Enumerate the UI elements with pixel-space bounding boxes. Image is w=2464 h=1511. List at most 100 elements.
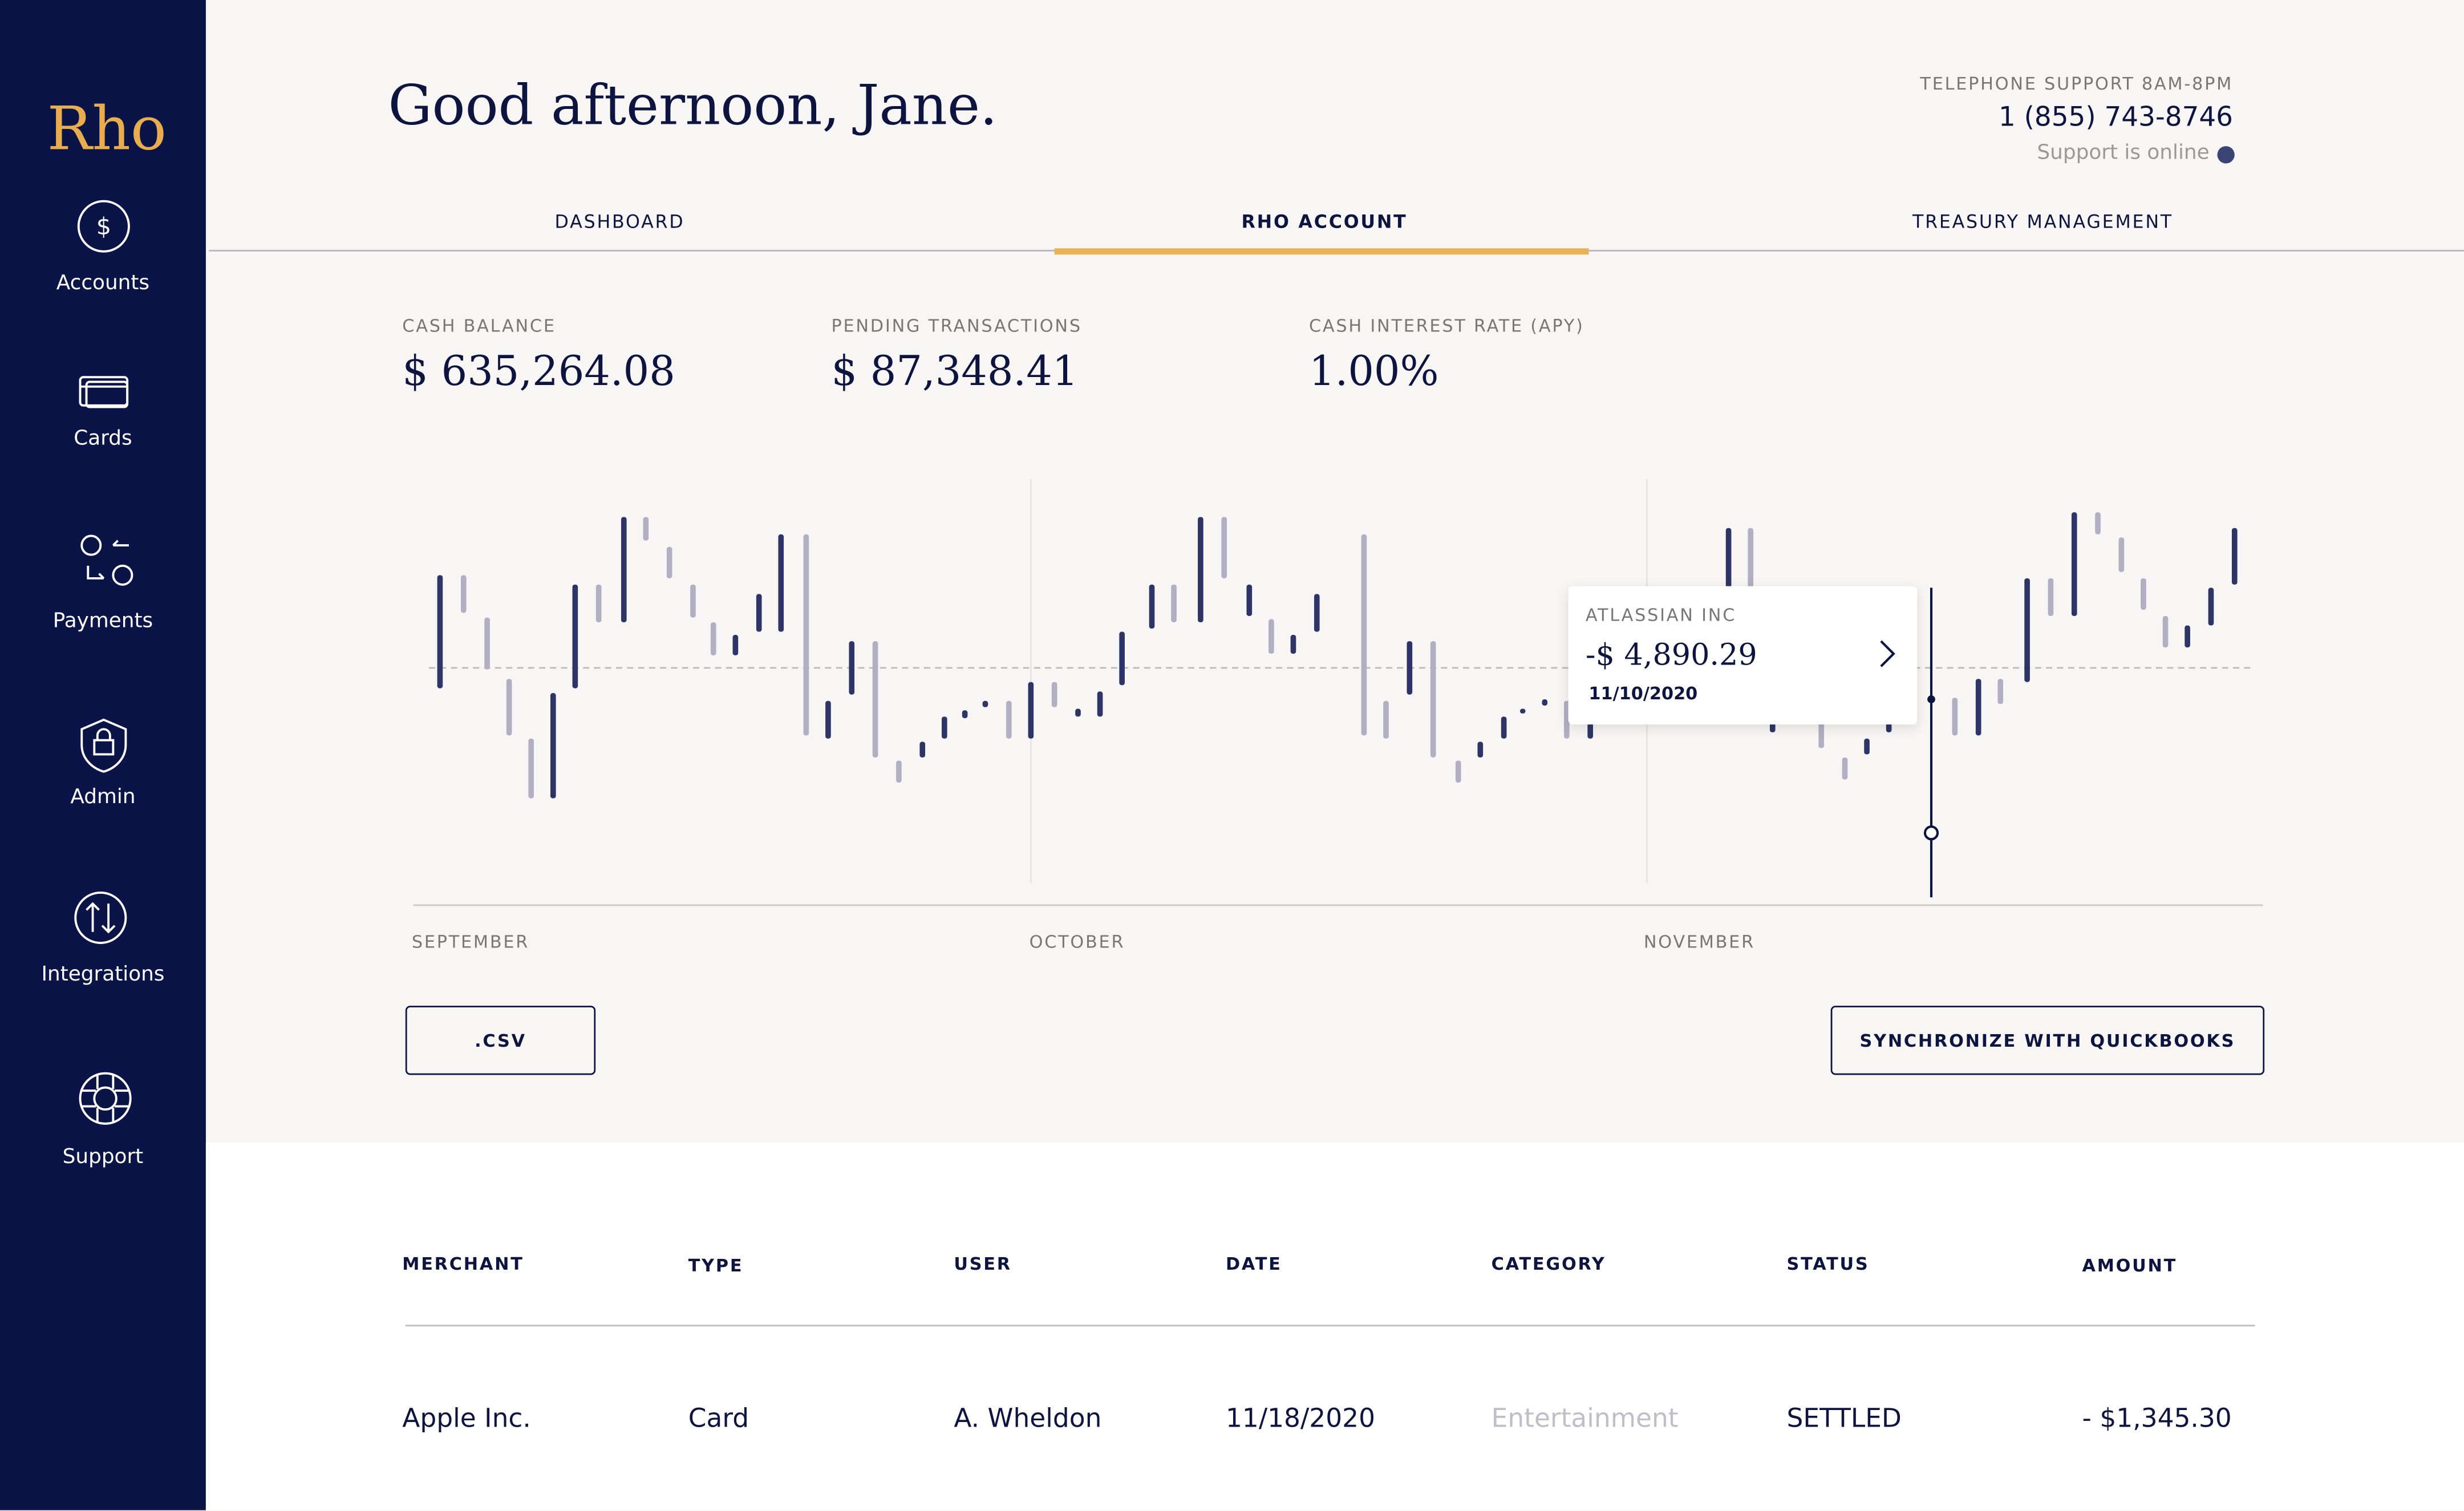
activity-bar (1028, 682, 1034, 739)
activity-bar (1149, 584, 1155, 629)
activity-bar (1842, 757, 1848, 780)
activity-bar (484, 617, 490, 670)
cursor-line (1923, 588, 1939, 898)
activity-bar (778, 534, 784, 632)
greeting: Good afternoon, Jane. (388, 75, 998, 139)
table-header: TYPE (688, 1255, 744, 1277)
tab-indicator (1054, 248, 1589, 255)
activity-bar (1748, 528, 1754, 588)
activity-bar (2118, 537, 2125, 572)
activity-bar (1818, 723, 1824, 748)
activity-bar (1246, 584, 1253, 616)
activity-bar (2231, 528, 2238, 585)
stat-value: $ 635,264.08 (402, 349, 675, 396)
activity-bar (1097, 691, 1103, 717)
chevron (1880, 640, 1895, 667)
activity-bar (1455, 760, 1461, 783)
nav-cards[interactable]: Cards (74, 427, 132, 451)
activity-bar (941, 716, 947, 739)
month-label: SEPTEMBER (411, 931, 530, 953)
activity-bar (1519, 708, 1526, 714)
support-status: Support is online (2037, 141, 2210, 165)
activity-bar (1171, 584, 1177, 623)
activity-bar (528, 738, 534, 799)
nav-admin[interactable]: Admin (70, 785, 136, 809)
tab[interactable]: DASHBOARD (554, 210, 685, 233)
table-header: DATE (1225, 1254, 1282, 1275)
activity-bar (803, 534, 809, 736)
activity-bar (872, 641, 878, 757)
activity-bar (1975, 679, 1981, 736)
activity-bar (825, 700, 831, 739)
tab[interactable]: TREASURY MANAGEMENT (1912, 210, 2173, 233)
nav-payments[interactable]: Payments (52, 609, 153, 634)
tooltip-amount: -$ 4,890.29 (1585, 638, 1757, 673)
month-label: NOVEMBER (1643, 931, 1755, 953)
activity-bar (849, 641, 855, 695)
nav-accounts[interactable]: Accounts (56, 272, 150, 295)
support-label: TELEPHONE SUPPORT 8AM-8PM (1920, 74, 2233, 95)
activity-bar (896, 760, 902, 783)
svg-text:$: $ (96, 213, 111, 240)
cell: SETTLED (1786, 1403, 1902, 1433)
sidebar: Rho $ Accounts Cards Payments Admin Inte… (0, 0, 206, 1510)
activity-bar (621, 517, 627, 623)
activity-bar (1864, 738, 1870, 755)
table-header: MERCHANT (402, 1254, 524, 1275)
tooltip[interactable]: ATLASSIAN INC -$ 4,890.29 11/10/2020 (1568, 586, 1918, 725)
stat-value: $ 87,348.41 (831, 349, 1079, 396)
stat-value: 1.00% (1308, 349, 1439, 396)
tab-active[interactable]: RHO ACCOUNT (1241, 210, 1408, 233)
activity-bar (1075, 708, 1081, 717)
activity-bar (643, 517, 649, 541)
activity-bar (1725, 528, 1732, 588)
nav-icons: $ (74, 200, 133, 1125)
header-rule (405, 1324, 2255, 1327)
activity-bar (460, 575, 467, 613)
activity-bar (666, 546, 672, 578)
tooltip-date: 11/10/2020 (1588, 683, 1698, 704)
stat-label: CASH BALANCE (402, 315, 556, 337)
table-header: USER (954, 1254, 1012, 1275)
activity-bar (437, 575, 443, 688)
cell: Entertainment (1491, 1403, 1679, 1433)
activity-bar (1198, 517, 1203, 623)
stat-label: PENDING TRANSACTIONS (831, 315, 1082, 337)
activity-bar (710, 622, 716, 655)
activity-bar (1006, 700, 1012, 739)
activity-bar (2071, 512, 2077, 616)
cell: Card (688, 1403, 749, 1433)
activity-bar (1542, 699, 1548, 706)
activity-bar (2024, 578, 2030, 682)
activity-bar (2208, 588, 2214, 626)
activity-bar (1997, 679, 2004, 704)
activity-bar (2048, 578, 2054, 616)
table-header: AMOUNT (2082, 1255, 2178, 1277)
quickbooks-button[interactable]: SYNCHRONIZE WITH QUICKBOOKS (1830, 1006, 2265, 1075)
activity-bar (2095, 512, 2101, 534)
nav-support[interactable]: Support (62, 1145, 144, 1169)
status-dot (2217, 146, 2235, 164)
activity-bar (756, 594, 762, 632)
activity-bar (1587, 723, 1593, 739)
activity-bar (1952, 698, 1958, 736)
activity-bar (1290, 635, 1296, 654)
activity-bar (1407, 641, 1413, 695)
activity-bar (572, 584, 578, 688)
tooltip-merchant: ATLASSIAN INC (1585, 605, 1737, 626)
activity-bar (962, 710, 968, 719)
activity-bar (690, 584, 696, 618)
activity-bar (2141, 578, 2146, 610)
cell: 11/18/2020 (1225, 1403, 1376, 1433)
activity-bar (1221, 517, 1227, 578)
table-panel (205, 1142, 2464, 1510)
stat-label: CASH INTEREST RATE (APY) (1308, 315, 1584, 337)
nav-integrations[interactable]: Integrations (41, 963, 165, 987)
activity-bar (1477, 742, 1484, 757)
activity-bar (506, 679, 512, 736)
csv-button[interactable]: .CSV (405, 1006, 596, 1075)
activity-bar (732, 635, 739, 655)
activity-bar (1886, 723, 1892, 732)
